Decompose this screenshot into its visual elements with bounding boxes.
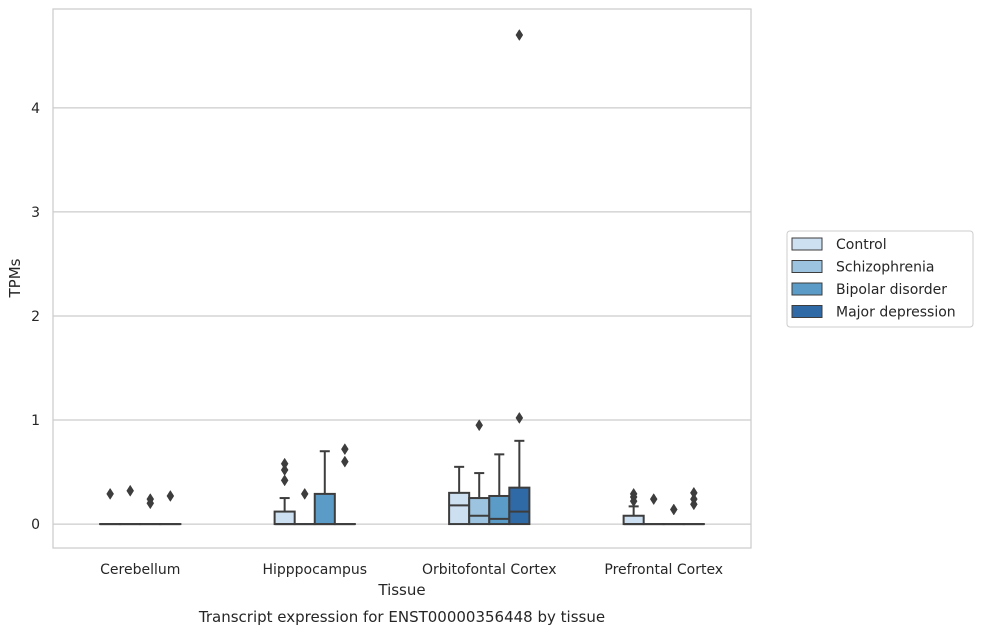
legend-swatch [791, 260, 823, 273]
legend: Control Schizophrenia Bipolar disorder Majo… [786, 230, 974, 328]
outlier-point [106, 487, 114, 500]
outlier-point [300, 487, 309, 500]
box-body [622, 514, 645, 526]
box-0-3 [159, 490, 182, 526]
x-tick-label: Cerebellum [100, 562, 180, 578]
y-tick-label: 3 [31, 205, 40, 221]
y-ticks: 0 1 2 3 4 [31, 101, 40, 533]
outlier-point [690, 486, 698, 499]
box-1-0 [273, 457, 296, 526]
outlier-point [629, 487, 638, 500]
box-body [313, 492, 336, 526]
box-2-0 [448, 465, 471, 526]
legend-swatch [791, 282, 823, 296]
box-3-0 [622, 487, 645, 526]
outlier-point [515, 29, 524, 41]
y-tick-label: 4 [31, 101, 40, 117]
box-body [273, 510, 296, 526]
legend-label: Schizophrenia [836, 260, 934, 276]
outlier-point [669, 503, 678, 516]
box-3-3 [682, 486, 705, 526]
box-1-3 [333, 443, 356, 526]
x-tick-label: Prefrontal Cortex [604, 562, 723, 578]
legend-frame [786, 230, 974, 328]
box-1-2 [313, 450, 336, 526]
outlier-point [126, 484, 135, 497]
legend-label: Bipolar disorder [836, 282, 947, 298]
legend-swatch [791, 237, 823, 251]
outlier-point [280, 457, 289, 470]
legend-items: Control Schizophrenia Bipolar disorder Majo… [791, 237, 956, 321]
plot-frame [52, 8, 752, 549]
y-tick-label: 2 [31, 309, 40, 325]
x-tick-label: Orbitofontal Cortex [422, 562, 557, 578]
outlier-point [649, 493, 658, 506]
x-axis-title: Tissue [377, 581, 425, 599]
plot-background [53, 9, 751, 548]
outlier-point [280, 463, 289, 476]
outlier-point [280, 474, 289, 487]
chart-caption: Transcript expression for ENST0000035644… [198, 608, 605, 626]
box-body [468, 497, 491, 526]
box-2-1 [468, 419, 491, 526]
outlier-point [341, 455, 349, 468]
box-2-2 [488, 453, 511, 526]
outlier-point [475, 419, 484, 432]
box-2-3 [508, 29, 531, 526]
outlier-point [341, 443, 349, 456]
x-tick-label: Hipppocampus [262, 562, 367, 578]
box-body [448, 491, 471, 526]
legend-swatch [791, 305, 823, 318]
y-tick-label: 0 [31, 517, 40, 533]
y-axis-title: TPMs [6, 258, 24, 298]
box-body [508, 486, 531, 526]
outlier-point [146, 493, 155, 506]
outlier-point [515, 411, 524, 424]
outlier-point [690, 493, 698, 506]
legend-label: Major depression [836, 305, 956, 321]
outlier-point [166, 490, 175, 502]
y-tick-label: 1 [31, 413, 40, 429]
x-ticks: Cerebellum Hipppocampus Orbitofontal Corte… [100, 562, 723, 578]
boxes [99, 29, 705, 526]
legend-label: Control [836, 237, 887, 253]
